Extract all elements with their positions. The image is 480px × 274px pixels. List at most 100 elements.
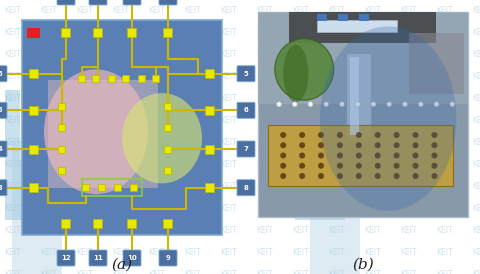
Text: KEIT: KEIT	[399, 204, 416, 213]
Bar	[108, 75, 115, 82]
Text: KEIT: KEIT	[184, 6, 200, 15]
Bar	[164, 167, 171, 174]
Circle shape	[374, 173, 380, 179]
Text: KEIT: KEIT	[471, 182, 480, 191]
Text: KEIT: KEIT	[148, 248, 164, 257]
Text: KEIT: KEIT	[255, 116, 272, 125]
Circle shape	[433, 102, 438, 107]
Text: KEIT: KEIT	[327, 204, 344, 213]
Text: KEIT: KEIT	[399, 28, 416, 37]
Circle shape	[276, 102, 281, 107]
Text: KEIT: KEIT	[435, 138, 452, 147]
Text: KEIT: KEIT	[255, 138, 272, 147]
Circle shape	[431, 173, 436, 179]
Bar	[29, 183, 38, 192]
Text: KEIT: KEIT	[435, 50, 452, 59]
Text: KEIT: KEIT	[435, 116, 452, 125]
Text: KEIT: KEIT	[363, 28, 380, 37]
Ellipse shape	[319, 26, 456, 211]
Text: KEIT: KEIT	[148, 28, 164, 37]
Circle shape	[355, 132, 361, 138]
Text: 6: 6	[243, 107, 248, 113]
Bar	[122, 75, 129, 82]
Text: KEIT: KEIT	[112, 72, 128, 81]
Circle shape	[317, 142, 324, 148]
Text: KEIT: KEIT	[40, 182, 57, 191]
Circle shape	[374, 163, 380, 169]
FancyBboxPatch shape	[237, 180, 254, 196]
Text: KEIT: KEIT	[4, 94, 21, 103]
FancyBboxPatch shape	[159, 0, 177, 5]
Bar	[61, 27, 71, 36]
Text: KEIT: KEIT	[184, 50, 200, 59]
Text: KEIT: KEIT	[219, 226, 236, 235]
Text: KEIT: KEIT	[291, 138, 308, 147]
Circle shape	[292, 102, 297, 107]
Text: KEIT: KEIT	[471, 138, 480, 147]
Text: KEIT: KEIT	[112, 138, 128, 147]
FancyBboxPatch shape	[89, 250, 107, 266]
FancyBboxPatch shape	[57, 0, 75, 5]
Bar	[93, 27, 102, 36]
Text: KEIT: KEIT	[184, 182, 200, 191]
Text: KEIT: KEIT	[435, 182, 452, 191]
Text: KEIT: KEIT	[184, 138, 200, 147]
Text: KEIT: KEIT	[399, 248, 416, 257]
Text: KEIT: KEIT	[76, 94, 93, 103]
Bar	[29, 144, 38, 153]
Bar	[152, 75, 159, 82]
Text: KEIT: KEIT	[291, 204, 308, 213]
Text: KEIT: KEIT	[219, 182, 236, 191]
Text: KEIT: KEIT	[148, 72, 164, 81]
FancyBboxPatch shape	[237, 102, 254, 118]
Text: KEIT: KEIT	[399, 116, 416, 125]
Circle shape	[386, 102, 391, 107]
Text: KEIT: KEIT	[76, 28, 93, 37]
Text: KEIT: KEIT	[184, 116, 200, 125]
Text: KEIT: KEIT	[363, 72, 380, 81]
Text: KEIT: KEIT	[255, 160, 272, 169]
Text: KEIT: KEIT	[184, 204, 200, 213]
Text: 13: 13	[0, 185, 3, 191]
Circle shape	[280, 142, 286, 148]
Bar	[59, 124, 65, 131]
Text: KEIT: KEIT	[4, 28, 21, 37]
Bar	[92, 75, 99, 82]
Bar	[114, 184, 121, 191]
Text: 14: 14	[0, 146, 3, 152]
Text: KEIT: KEIT	[363, 226, 380, 235]
Text: KEIT: KEIT	[399, 226, 416, 235]
FancyBboxPatch shape	[123, 0, 141, 5]
Circle shape	[355, 142, 361, 148]
Text: KEIT: KEIT	[184, 226, 200, 235]
Text: 15: 15	[0, 107, 3, 113]
Bar	[98, 184, 105, 191]
Text: 12: 12	[61, 255, 71, 261]
Text: KEIT: KEIT	[363, 6, 380, 15]
Circle shape	[299, 132, 304, 138]
Text: KEIT: KEIT	[363, 94, 380, 103]
Text: KEIT: KEIT	[112, 204, 128, 213]
Bar	[59, 102, 65, 110]
Text: KEIT: KEIT	[255, 270, 272, 274]
Text: KEIT: KEIT	[471, 72, 480, 81]
Bar	[205, 106, 214, 115]
Text: KEIT: KEIT	[40, 138, 57, 147]
Text: KEIT: KEIT	[112, 116, 128, 125]
Text: KEIT: KEIT	[435, 6, 452, 15]
Text: KEIT: KEIT	[76, 204, 93, 213]
Text: KEIT: KEIT	[363, 248, 380, 257]
FancyBboxPatch shape	[237, 141, 254, 157]
Circle shape	[412, 142, 418, 148]
Circle shape	[402, 102, 407, 107]
Circle shape	[280, 153, 286, 158]
Bar	[205, 69, 214, 78]
Text: KEIT: KEIT	[435, 160, 452, 169]
Text: KEIT: KEIT	[219, 72, 236, 81]
Circle shape	[317, 173, 324, 179]
Circle shape	[336, 153, 342, 158]
Text: KEIT: KEIT	[291, 248, 308, 257]
Text: KEIT: KEIT	[327, 50, 344, 59]
Text: KEIT: KEIT	[76, 182, 93, 191]
Text: KEIT: KEIT	[112, 226, 128, 235]
